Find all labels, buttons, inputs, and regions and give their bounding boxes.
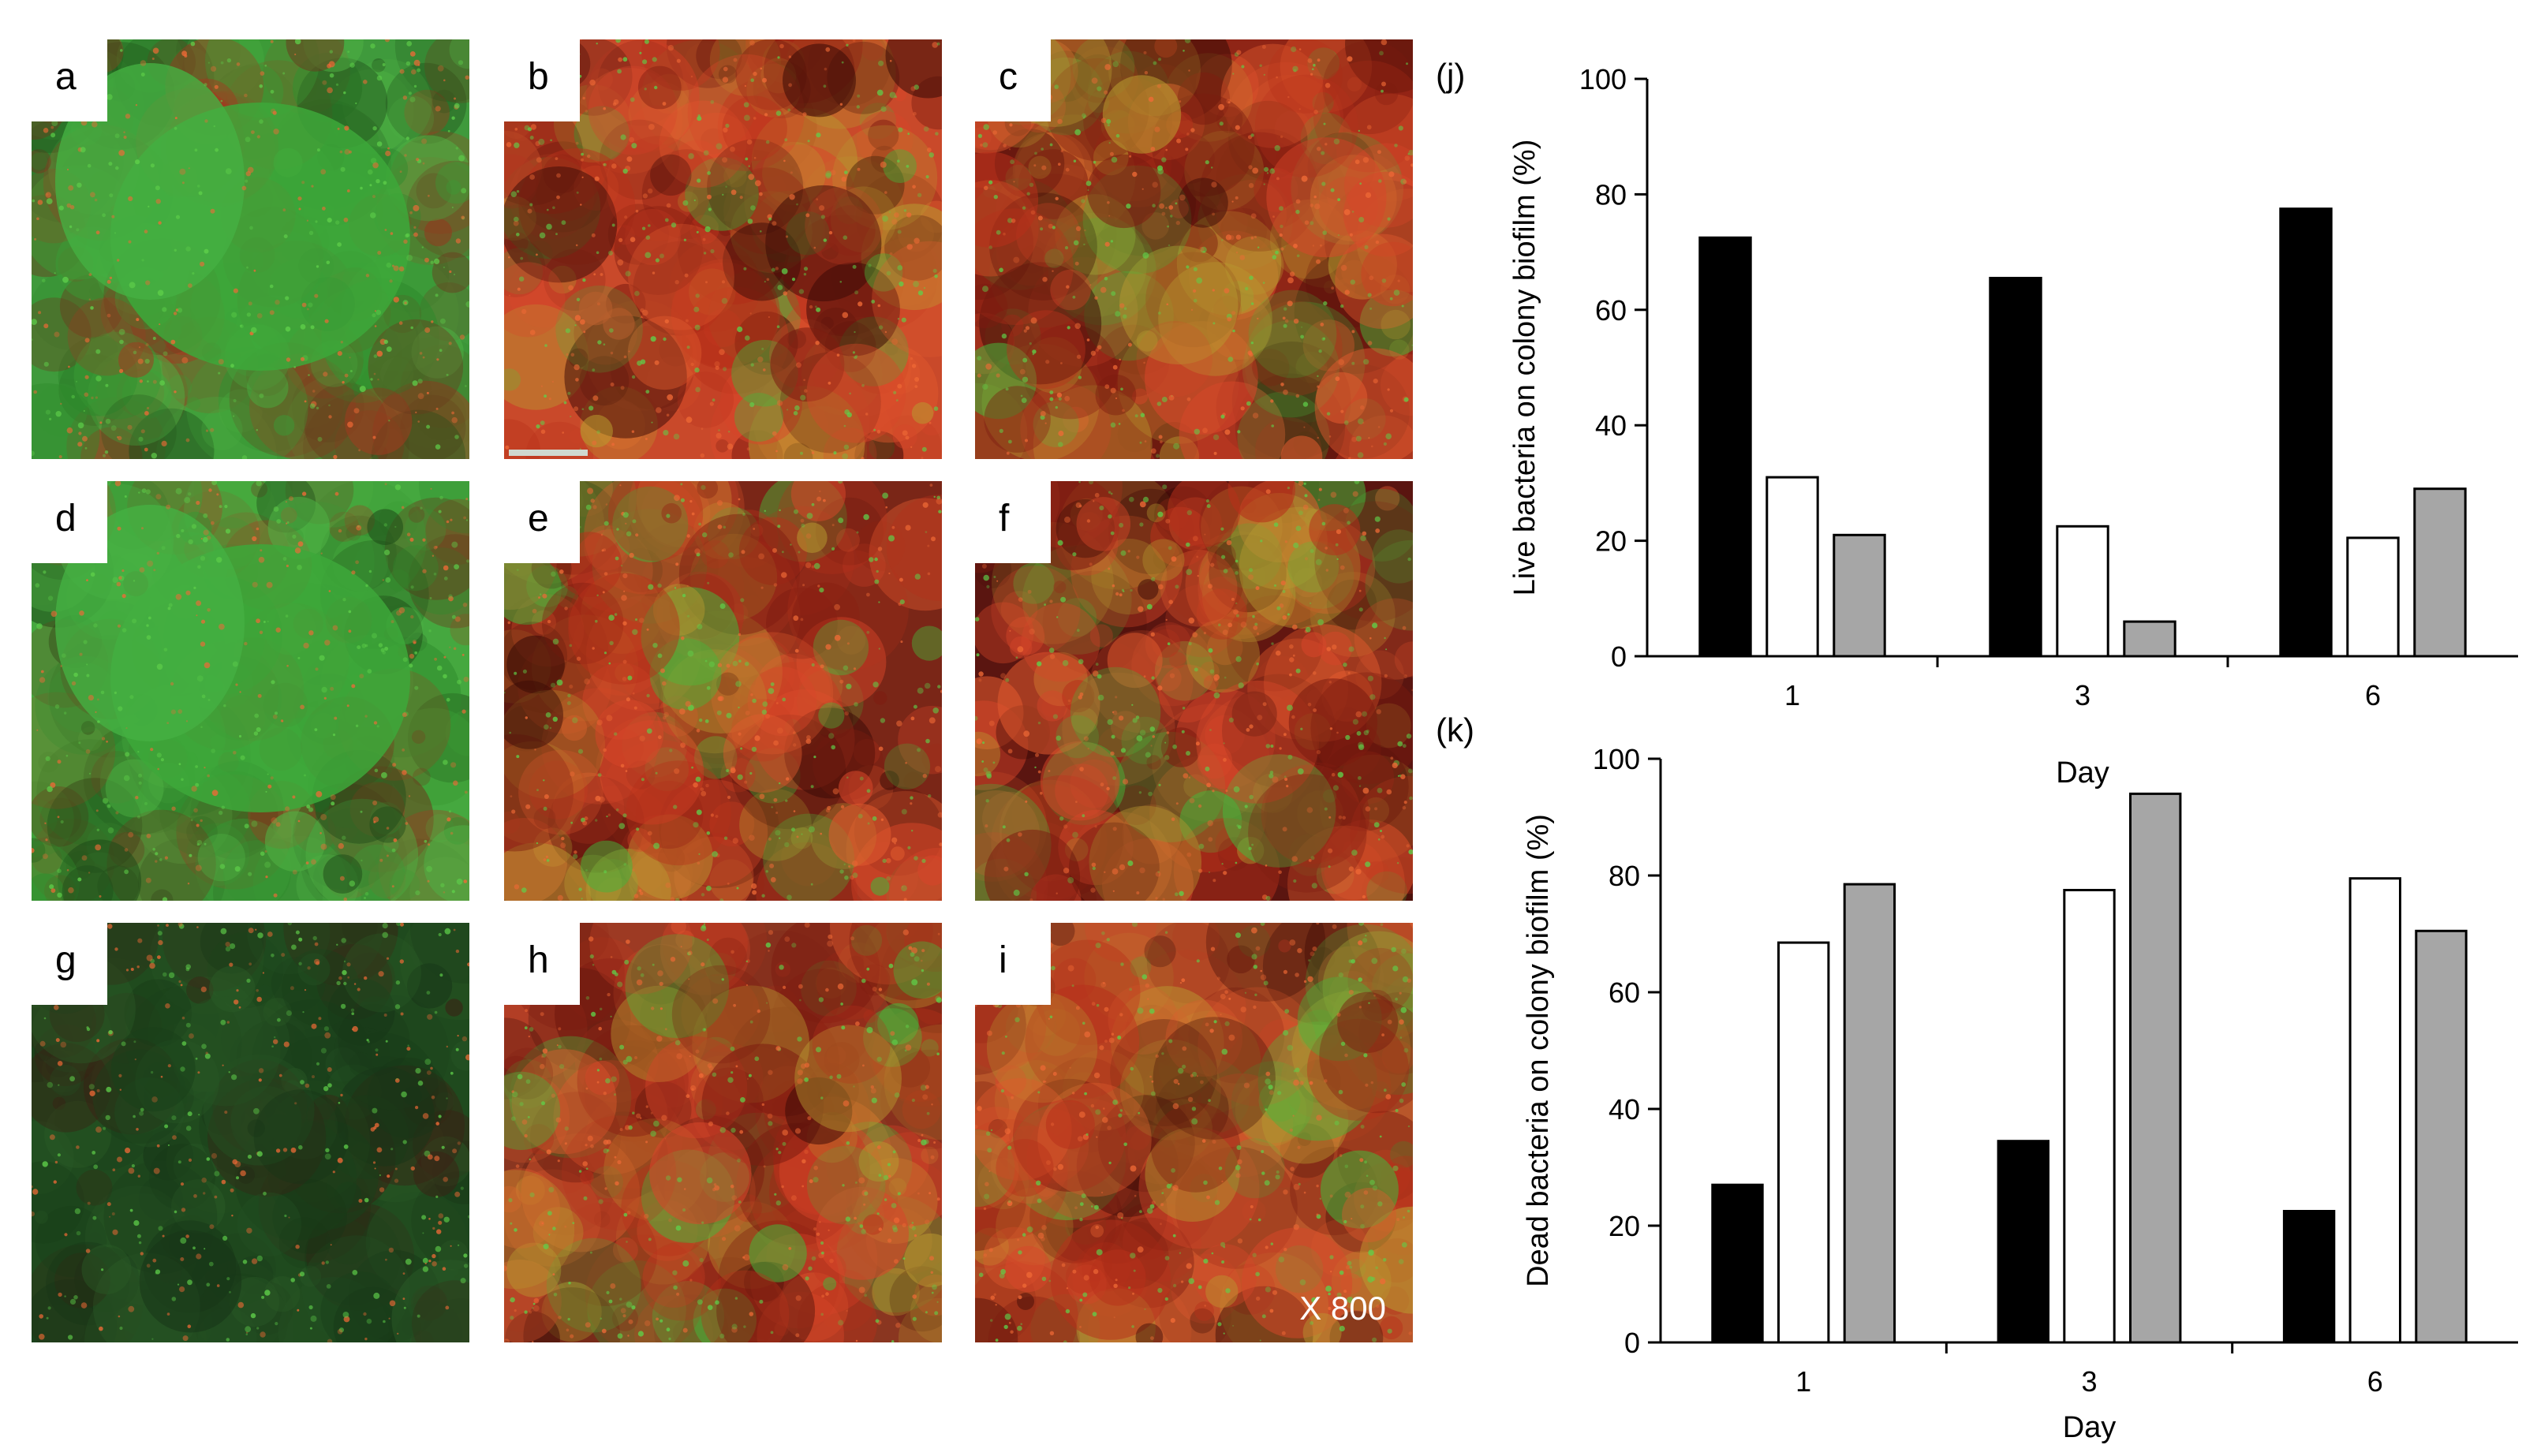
bar-day1-s2 [1777, 941, 1830, 1344]
bar-day6-s2 [2346, 536, 2400, 658]
bar-day3-s3 [2123, 620, 2176, 658]
bar-day6-s3 [2413, 487, 2467, 658]
micrograph-panel-d: d [32, 481, 469, 901]
bar-day1-s1 [1698, 236, 1752, 658]
bar-day3-s1 [1989, 277, 2042, 658]
y-tick-label: 0 [1611, 640, 1627, 673]
micrograph-panel-g: g [32, 923, 469, 1342]
bar-day3-s3 [2129, 792, 2182, 1344]
micrograph-panel-a: a [32, 39, 469, 459]
y-tick-label: 100 [1579, 63, 1627, 95]
x-tick-label: 3 [2081, 1365, 2097, 1398]
panel-label: g [55, 939, 77, 981]
magnification-label: X 800 [1299, 1290, 1386, 1327]
x-tick-label: 1 [1784, 679, 1800, 711]
y-tick-label: 40 [1609, 1093, 1640, 1126]
y-tick-label: 80 [1595, 178, 1627, 211]
y-tick-label: 60 [1609, 976, 1640, 1009]
bar-day3-s2 [2063, 889, 2116, 1344]
panel-label: (j) [1436, 57, 1465, 94]
panel-label: a [55, 56, 77, 98]
y-tick-label: 0 [1624, 1327, 1640, 1359]
panel-label: h [528, 939, 549, 981]
bar-day6-s2 [2348, 877, 2402, 1344]
panel-label-tag: c [975, 39, 1051, 121]
y-tick-label: 20 [1609, 1210, 1640, 1242]
panel-label: d [55, 498, 77, 539]
micrograph-panel-f: f [975, 481, 1413, 901]
bar-day3-s1 [1997, 1140, 2050, 1344]
micrograph-image [975, 923, 1413, 1342]
bar-day1-s2 [1765, 476, 1819, 658]
x-tick-label: 6 [2365, 679, 2381, 711]
bar-day3-s2 [2056, 525, 2109, 658]
micrograph-panel-h: h [504, 923, 942, 1342]
panel-label: f [999, 498, 1010, 539]
x-tick-label: 6 [2367, 1365, 2383, 1398]
bar-day1-s3 [1833, 533, 1886, 658]
panel-label-tag: e [504, 481, 580, 563]
x-axis-title: Day [2056, 756, 2109, 790]
panel-label-tag: g [32, 923, 107, 1005]
bar-day1-s3 [1843, 883, 1896, 1344]
x-tick-label: 3 [2075, 679, 2091, 711]
micrograph-image [504, 923, 942, 1342]
panel-label-tag: a [32, 39, 107, 121]
y-tick-label: 100 [1593, 743, 1640, 775]
bar-day1-s1 [1711, 1183, 1764, 1344]
panel-label: b [528, 56, 549, 98]
panel-label-tag: h [504, 923, 580, 1005]
panel-label: i [999, 939, 1007, 981]
panel-label: e [528, 498, 549, 539]
micrograph-panel-e: e [504, 481, 942, 901]
bar-day6-s3 [2415, 929, 2468, 1344]
panel-label-tag: i [975, 923, 1051, 1005]
panel-label-tag: f [975, 481, 1051, 563]
bar-day6-s1 [2282, 1210, 2336, 1344]
y-tick-label: 20 [1595, 525, 1627, 558]
micrograph-panel-i: i X 800 [975, 923, 1413, 1342]
y-tick-label: 80 [1609, 860, 1640, 892]
panel-label: c [999, 56, 1018, 98]
chart-j: (j) 0 20 40 60 80 100 Live bacteria on colony b… [1436, 57, 2518, 790]
x-tick-label: 1 [1795, 1365, 1811, 1398]
y-axis-title: Dead bacteria on colony biofilm (%) [1522, 814, 1555, 1287]
panel-label-tag: b [504, 39, 580, 121]
micrograph-panel-b: b [504, 39, 942, 459]
panel-label: (k) [1436, 711, 1474, 749]
bar-day6-s1 [2279, 207, 2333, 658]
y-tick-label: 60 [1595, 294, 1627, 327]
micrograph-image [32, 923, 469, 1342]
y-tick-label: 40 [1595, 409, 1627, 442]
chart-k: (k) 0 20 40 60 80 100 Dead bacteria on colony b… [1436, 711, 2518, 1444]
y-axis-title: Live bacteria on colony biofilm (%) [1508, 140, 1541, 596]
micrograph-image [504, 39, 942, 459]
micrograph-image [32, 39, 469, 459]
scale-bar [509, 450, 588, 456]
micrograph-panel-c: c [975, 39, 1413, 459]
panel-label-tag: d [32, 481, 107, 563]
x-axis-title: Day [2063, 1411, 2117, 1444]
